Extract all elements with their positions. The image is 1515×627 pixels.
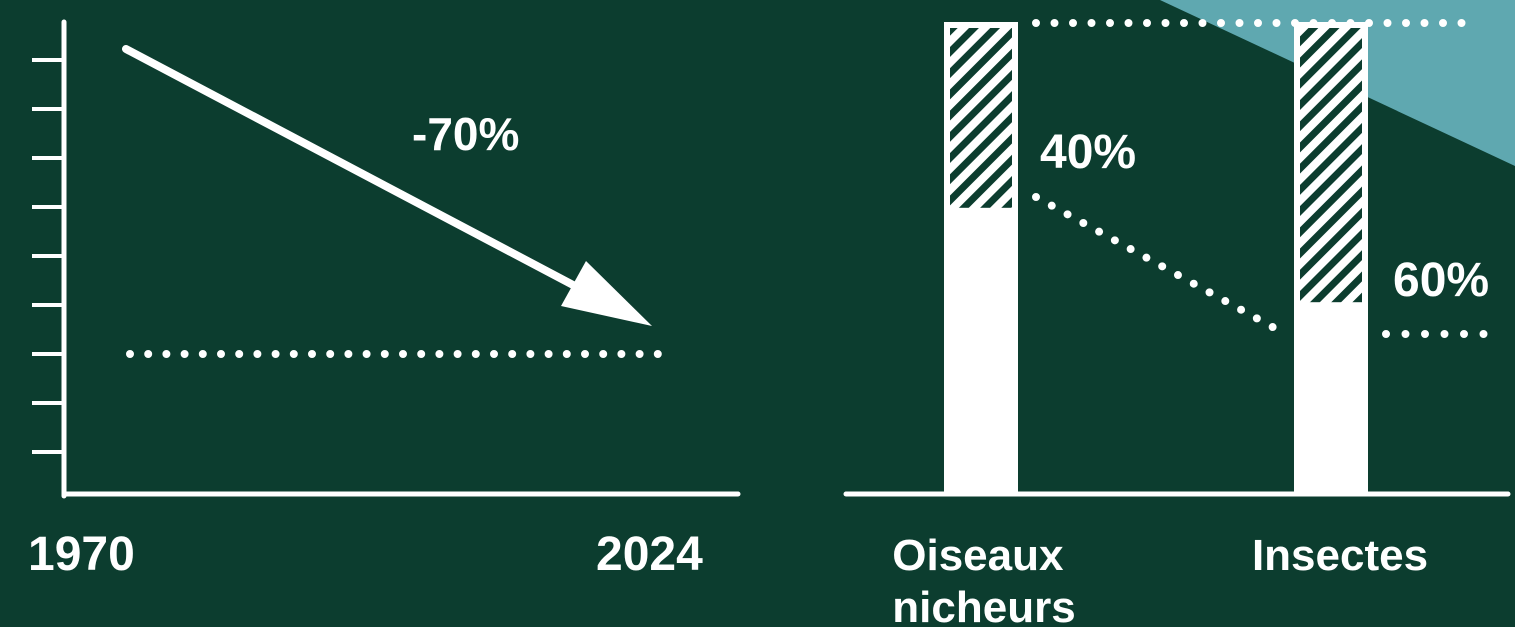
category-label-insectes-line1: Insectes (1252, 531, 1428, 580)
trend-y-ticks (32, 58, 64, 454)
trend-arrow-head (561, 261, 652, 326)
trend-dotted-line (1032, 193, 1282, 334)
x-tick-label-start: 1970 (28, 528, 135, 581)
x-tick-label-end: 2024 (596, 528, 703, 581)
category-label-oiseaux-line1: Oiseaux (892, 531, 1064, 580)
stacked-bar-chart: 40% 60% Oiseaux nicheurs Insectes (843, 19, 1511, 627)
bar-solid-oiseaux (944, 210, 1018, 495)
category-label-insectes: Insectes (1252, 531, 1428, 580)
bar-hatched-oiseaux (944, 22, 1018, 211)
change-label: -70% (412, 108, 519, 160)
bar-label-insectes: 60% (1393, 254, 1489, 307)
bar-label-oiseaux: 40% (1040, 126, 1136, 179)
bars (944, 22, 1368, 495)
bar-hatched-insectes (1294, 22, 1368, 306)
trend-arrow-line (122, 45, 596, 299)
category-label-oiseaux: Oiseaux nicheurs (892, 531, 1075, 627)
category-label-oiseaux-line2: nicheurs (892, 583, 1075, 627)
bar-solid-insectes (1294, 305, 1368, 494)
trend-chart: -70% 1970 2024 (28, 19, 741, 581)
